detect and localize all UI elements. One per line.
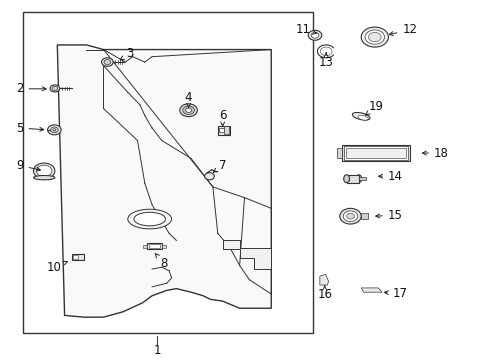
Circle shape — [204, 173, 214, 180]
Bar — [341, 145, 409, 161]
Text: 9: 9 — [16, 159, 41, 172]
Circle shape — [180, 104, 197, 117]
Bar — [23, 12, 312, 333]
Circle shape — [310, 32, 318, 38]
Text: 18: 18 — [422, 147, 448, 159]
Circle shape — [53, 129, 56, 131]
Circle shape — [102, 58, 113, 66]
Circle shape — [343, 211, 357, 221]
Bar — [147, 243, 162, 249]
Text: 3: 3 — [120, 47, 134, 60]
Ellipse shape — [357, 115, 367, 120]
Bar — [218, 128, 223, 132]
Ellipse shape — [134, 212, 165, 226]
Text: 14: 14 — [378, 170, 402, 183]
Text: 10: 10 — [46, 261, 67, 274]
Text: 7: 7 — [213, 159, 226, 172]
Text: 8: 8 — [155, 254, 167, 270]
Circle shape — [50, 127, 58, 133]
Text: 17: 17 — [384, 287, 407, 300]
Circle shape — [47, 125, 61, 135]
Circle shape — [36, 165, 52, 177]
Bar — [217, 126, 229, 135]
Bar — [336, 148, 341, 158]
Bar — [358, 177, 366, 180]
Text: 5: 5 — [16, 122, 43, 135]
Text: 4: 4 — [184, 91, 192, 108]
Circle shape — [368, 32, 380, 42]
Ellipse shape — [355, 175, 361, 183]
Bar — [148, 244, 160, 248]
Circle shape — [50, 85, 60, 92]
Bar — [143, 245, 147, 248]
Circle shape — [346, 213, 354, 219]
Ellipse shape — [343, 175, 349, 183]
Polygon shape — [222, 240, 271, 269]
Polygon shape — [57, 45, 271, 317]
Circle shape — [104, 59, 111, 64]
Bar — [162, 245, 165, 248]
Text: 15: 15 — [375, 209, 402, 222]
Bar — [343, 146, 407, 160]
Polygon shape — [361, 288, 381, 292]
Circle shape — [365, 30, 384, 44]
Text: 19: 19 — [365, 100, 383, 115]
Bar — [224, 126, 228, 134]
Bar — [346, 175, 358, 183]
Polygon shape — [319, 274, 328, 285]
Bar — [72, 255, 84, 260]
Text: 13: 13 — [318, 53, 333, 68]
Text: 16: 16 — [317, 285, 331, 301]
Bar — [345, 148, 405, 158]
Text: 1: 1 — [153, 344, 161, 357]
Circle shape — [185, 108, 191, 112]
Text: 11: 11 — [295, 23, 316, 36]
Bar — [73, 256, 78, 259]
Text: 6: 6 — [219, 109, 226, 126]
Circle shape — [52, 86, 58, 91]
Circle shape — [183, 106, 194, 114]
Circle shape — [361, 27, 387, 47]
Text: 2: 2 — [16, 82, 46, 95]
Ellipse shape — [352, 112, 369, 120]
Circle shape — [33, 163, 55, 179]
Circle shape — [320, 47, 331, 56]
Ellipse shape — [33, 176, 55, 180]
Circle shape — [339, 208, 361, 224]
Text: 12: 12 — [388, 23, 416, 36]
Circle shape — [307, 30, 321, 40]
Bar — [361, 213, 367, 219]
Ellipse shape — [127, 209, 171, 229]
